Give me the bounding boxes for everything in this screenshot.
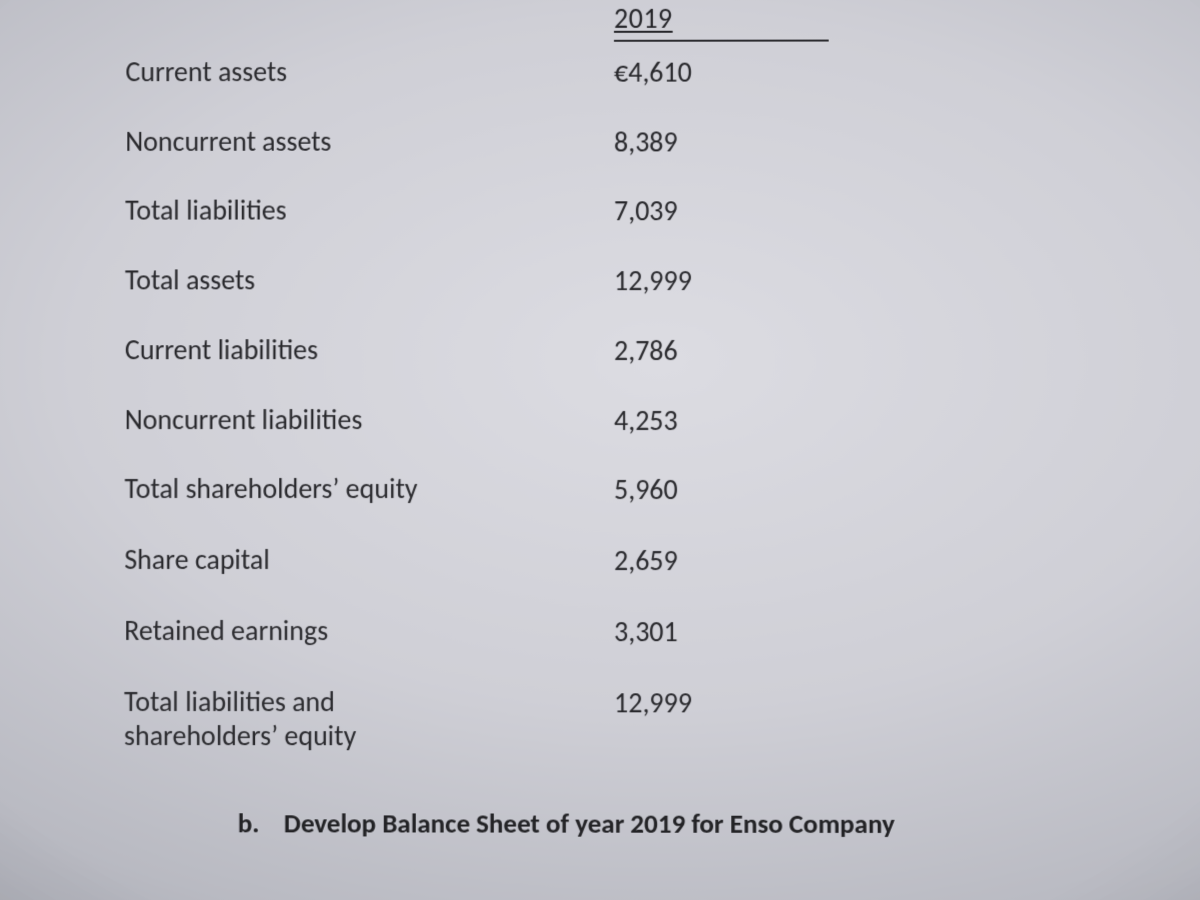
row-label: Current liabilities — [125, 333, 594, 367]
table-row: Total liabilities 7,039 — [2, 193, 1200, 194]
row-value: 4,253 — [614, 403, 874, 438]
table-header-year: 2019 — [614, 1, 829, 42]
row-value: 7,039 — [614, 193, 874, 228]
row-label: Current assets — [125, 55, 594, 90]
row-label: Share capital — [124, 543, 594, 577]
row-label: Total liabilities — [125, 193, 594, 227]
row-label: Noncurrent liabilities — [125, 403, 594, 437]
table-row: Total liabilities and shareholders’ equi… — [0, 685, 1200, 686]
row-value: 12,999 — [614, 263, 874, 298]
row-value: 2,659 — [614, 543, 874, 578]
table-row: Noncurrent assets 8,389 — [2, 124, 1200, 125]
row-label: Total shareholders’ equity — [124, 472, 594, 506]
row-value: 2,786 — [614, 333, 874, 368]
row-value: 8,389 — [614, 124, 874, 159]
row-label: Total liabilities and shareholders’ equi… — [124, 685, 454, 754]
row-value: 12,999 — [614, 685, 875, 720]
row-label: Total assets — [125, 263, 594, 297]
table-row: Total assets 12,999 — [2, 263, 1200, 264]
table-row: Current assets €4,610 — [2, 54, 1200, 55]
question-letter: b. — [238, 807, 278, 840]
row-value: 3,301 — [614, 614, 874, 649]
row-label: Retained earnings — [124, 614, 594, 648]
row-value: 5,960 — [614, 472, 874, 507]
document-sheet: 2019 Current assets €4,610 Noncurrent as… — [0, 0, 1200, 900]
row-label: Noncurrent assets — [125, 125, 594, 159]
row-value: €4,610 — [614, 54, 874, 89]
question-line: b. Develop Balance Sheet of year 2019 fo… — [238, 807, 1100, 841]
question-text: Develop Balance Sheet of year 2019 for E… — [284, 807, 895, 841]
